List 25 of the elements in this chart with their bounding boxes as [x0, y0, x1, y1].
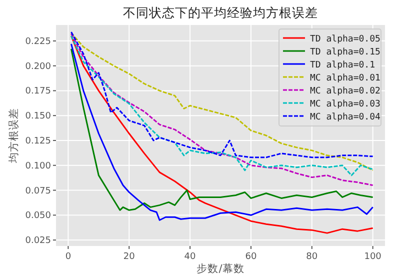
x-tick-label: 20 [123, 252, 136, 262]
legend-label: MC alpha=0.01 [310, 74, 380, 84]
x-tick-label: 80 [306, 252, 318, 262]
y-tick-label: 0.100 [25, 161, 52, 172]
legend-label: TD alpha=0.1 [310, 60, 376, 70]
x-tick-label: 40 [184, 252, 196, 262]
y-tick-label: 0.050 [25, 211, 52, 222]
chart-title: 不同状态下的平均经验均方根误差 [123, 5, 318, 20]
y-tick-label: 0.125 [25, 136, 51, 146]
x-tick-label: 0 [65, 252, 72, 262]
y-tick-label: 0.150 [25, 112, 52, 122]
legend-label: MC alpha=0.03 [310, 100, 380, 110]
y-tick-label: 0.025 [25, 236, 51, 246]
x-axis-title: 步数/幕数 [196, 262, 244, 275]
y-tick-label: 0.075 [25, 186, 51, 196]
legend-label: MC alpha=0.04 [310, 112, 380, 122]
y-axis-title: 均方根误差 [7, 108, 20, 164]
y-tick-label: 0.200 [25, 62, 52, 72]
y-tick-label: 0.225 [25, 36, 51, 47]
legend-label: MC alpha=0.02 [310, 86, 380, 96]
legend-label: TD alpha=0.05 [310, 34, 380, 44]
x-tick-label: 100 [364, 252, 382, 262]
x-tick-label: 60 [245, 252, 257, 262]
legend-label: TD alpha=0.15 [310, 48, 380, 58]
y-tick-label: 0.175 [25, 86, 51, 97]
